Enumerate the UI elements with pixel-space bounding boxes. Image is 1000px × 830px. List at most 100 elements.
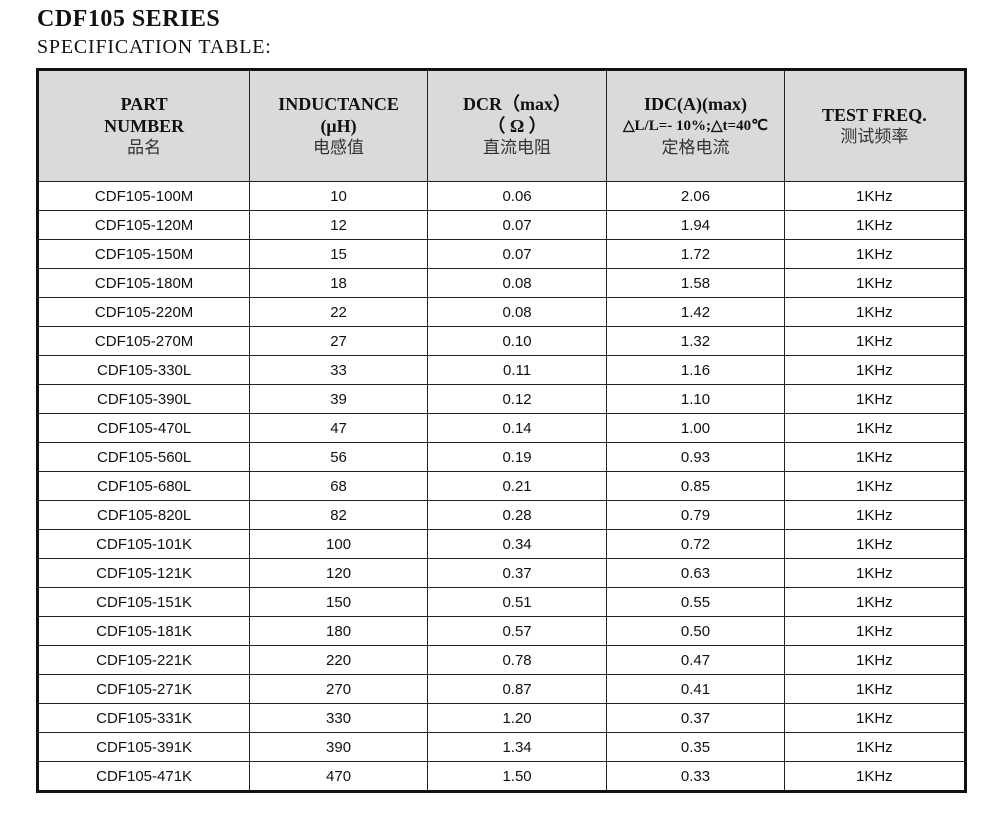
cell-inductance: 82 [249, 500, 428, 530]
cell-inductance: 18 [249, 268, 428, 298]
table-row: CDF105-331K 330 1.20 0.37 1KHz [36, 703, 967, 733]
header-inductance: INDUCTANCE (μH) 电感值 [249, 69, 428, 182]
cell-inductance: 470 [249, 761, 428, 792]
header-part-number: PART NUMBER 品名 [36, 69, 251, 182]
cell-dcr: 0.11 [426, 355, 608, 385]
cell-test-freq: 1KHz [783, 529, 967, 559]
cell-idc: 1.58 [606, 268, 785, 298]
header-dcr-chinese: 直流电阻 [483, 138, 552, 157]
header-inductance-chinese: 电感值 [313, 138, 365, 157]
table-row: CDF105-120M 12 0.07 1.94 1KHz [36, 210, 967, 240]
table-row: CDF105-390L 39 0.12 1.10 1KHz [36, 384, 967, 414]
table-row: CDF105-330L 33 0.11 1.16 1KHz [36, 355, 967, 385]
cell-idc: 0.35 [606, 732, 785, 762]
cell-test-freq: 1KHz [783, 703, 967, 733]
cell-test-freq: 1KHz [783, 674, 967, 704]
header-idc-unit: △L/L=- 10%;△t=40℃ [622, 118, 768, 134]
cell-part-number: CDF105-100M [36, 181, 251, 211]
cell-inductance: 47 [249, 413, 428, 443]
cell-test-freq: 1KHz [783, 181, 967, 211]
cell-idc: 0.85 [606, 471, 785, 501]
cell-idc: 2.06 [606, 181, 785, 211]
cell-inductance: 39 [249, 384, 428, 414]
cell-dcr: 0.78 [426, 645, 608, 675]
cell-dcr: 0.57 [426, 616, 608, 646]
cell-test-freq: 1KHz [783, 558, 967, 588]
cell-idc: 1.00 [606, 413, 785, 443]
table-row: CDF105-180M 18 0.08 1.58 1KHz [36, 268, 967, 298]
cell-dcr: 0.37 [426, 558, 608, 588]
table-row: CDF105-221K 220 0.78 0.47 1KHz [36, 645, 967, 675]
cell-part-number: CDF105-471K [36, 761, 251, 792]
table-row: CDF105-680L 68 0.21 0.85 1KHz [36, 471, 967, 501]
cell-part-number: CDF105-390L [36, 384, 251, 414]
cell-idc: 0.79 [606, 500, 785, 530]
header-idc: IDC(A)(max) △L/L=- 10%;△t=40℃ 定格电流 [606, 69, 785, 182]
header-inductance-label: INDUCTANCE [278, 94, 399, 114]
cell-idc: 1.16 [606, 355, 785, 385]
cell-inductance: 27 [249, 326, 428, 356]
cell-idc: 0.72 [606, 529, 785, 559]
cell-idc: 1.94 [606, 210, 785, 240]
table-row: CDF105-100M 10 0.06 2.06 1KHz [36, 181, 967, 211]
cell-part-number: CDF105-330L [36, 355, 251, 385]
cell-idc: 0.37 [606, 703, 785, 733]
header-idc-label: IDC(A)(max) [643, 94, 747, 114]
header-dcr: DCR（max）（ Ω ） 直流电阻 [426, 69, 608, 182]
cell-idc: 0.93 [606, 442, 785, 472]
cell-inductance: 68 [249, 471, 428, 501]
cell-part-number: CDF105-181K [36, 616, 251, 646]
cell-part-number: CDF105-391K [36, 732, 251, 762]
header-inductance-unit: (μH) [320, 116, 357, 136]
cell-dcr: 0.28 [426, 500, 608, 530]
cell-idc: 0.63 [606, 558, 785, 588]
cell-dcr: 1.20 [426, 703, 608, 733]
table-row: CDF105-471K 470 1.50 0.33 1KHz [36, 761, 967, 792]
cell-dcr: 0.07 [426, 210, 608, 240]
cell-dcr: 0.08 [426, 297, 608, 327]
cell-part-number: CDF105-220M [36, 297, 251, 327]
header-row: PART NUMBER 品名 INDUCTANCE (μH) 电感值 DCR（max）（ Ω… [36, 69, 967, 182]
header-part-number-label: PART [120, 94, 168, 114]
cell-dcr: 0.06 [426, 181, 608, 211]
table-row: CDF105-151K 150 0.51 0.55 1KHz [36, 587, 967, 617]
table-row: CDF105-181K 180 0.57 0.50 1KHz [36, 616, 967, 646]
cell-dcr: 0.14 [426, 413, 608, 443]
cell-inductance: 10 [249, 181, 428, 211]
cell-inductance: 150 [249, 587, 428, 617]
header-test-freq-label: TEST FREQ. [821, 105, 927, 125]
page-title: CDF105 SERIES [37, 6, 221, 32]
cell-inductance: 100 [249, 529, 428, 559]
cell-dcr: 0.51 [426, 587, 608, 617]
cell-test-freq: 1KHz [783, 500, 967, 530]
cell-test-freq: 1KHz [783, 413, 967, 443]
header-dcr-label: DCR（max） [463, 94, 572, 114]
cell-part-number: CDF105-680L [36, 471, 251, 501]
cell-test-freq: 1KHz [783, 616, 967, 646]
cell-part-number: CDF105-120M [36, 210, 251, 240]
cell-dcr: 0.34 [426, 529, 608, 559]
table-row: CDF105-470L 47 0.14 1.00 1KHz [36, 413, 967, 443]
table-row: CDF105-271K 270 0.87 0.41 1KHz [36, 674, 967, 704]
header-part-number-chinese: 品名 [127, 138, 162, 157]
table-row: CDF105-270M 27 0.10 1.32 1KHz [36, 326, 967, 356]
cell-test-freq: 1KHz [783, 326, 967, 356]
cell-inductance: 12 [249, 210, 428, 240]
table-row: CDF105-220M 22 0.08 1.42 1KHz [36, 297, 967, 327]
cell-idc: 1.10 [606, 384, 785, 414]
cell-inductance: 22 [249, 297, 428, 327]
cell-inductance: 15 [249, 239, 428, 269]
cell-test-freq: 1KHz [783, 239, 967, 269]
cell-inductance: 120 [249, 558, 428, 588]
cell-dcr: 0.07 [426, 239, 608, 269]
cell-test-freq: 1KHz [783, 587, 967, 617]
table-row: CDF105-150M 15 0.07 1.72 1KHz [36, 239, 967, 269]
cell-idc: 0.47 [606, 645, 785, 675]
cell-test-freq: 1KHz [783, 645, 967, 675]
cell-part-number: CDF105-150M [36, 239, 251, 269]
header-idc-chinese: 定格电流 [661, 138, 730, 157]
table-row: CDF105-121K 120 0.37 0.63 1KHz [36, 558, 967, 588]
cell-part-number: CDF105-820L [36, 500, 251, 530]
cell-test-freq: 1KHz [783, 384, 967, 414]
cell-idc: 0.50 [606, 616, 785, 646]
